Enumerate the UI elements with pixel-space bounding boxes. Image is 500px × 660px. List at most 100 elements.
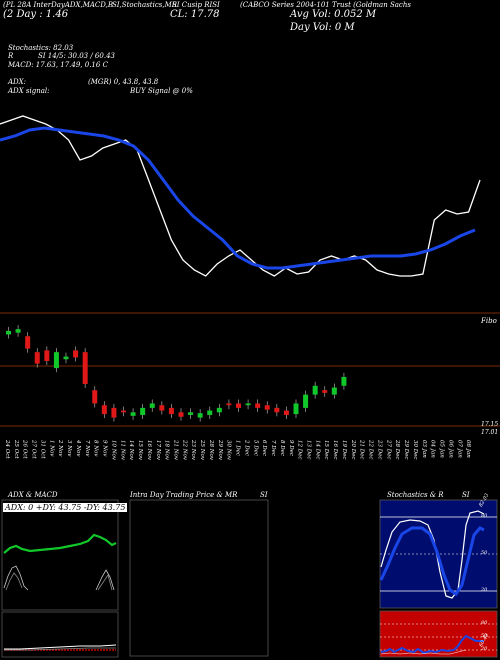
date-label: 22 Nov	[181, 439, 187, 461]
day-vol: Day Vol: 0 M	[290, 22, 355, 33]
candle	[312, 385, 318, 395]
candle	[293, 403, 299, 415]
date-label: 1 Nov	[48, 440, 54, 457]
si-level-50: 50	[481, 633, 488, 639]
adx-green-line	[3, 533, 117, 554]
candle	[245, 403, 251, 406]
date-label: 26 Oct	[22, 439, 28, 459]
date-label: 24 Oct	[4, 439, 10, 459]
candle	[197, 413, 203, 418]
date-label: 23 Dec	[376, 439, 382, 460]
mgr-readout: (MGR) 0, 43.8, 43.8	[88, 78, 159, 86]
date-label: 22 Dec	[368, 439, 374, 460]
date-label: 21 Dec	[359, 439, 365, 460]
date-label: 28 Dec	[394, 439, 400, 460]
candle	[303, 394, 309, 408]
candle	[255, 403, 261, 408]
candle	[331, 387, 337, 395]
candle	[34, 352, 40, 364]
candle	[274, 407, 280, 413]
date-label: 2 Dec	[243, 439, 249, 456]
adx-signal-label: ADX signal:	[8, 87, 50, 95]
date-label: 1 Dec	[235, 440, 241, 456]
candle	[101, 405, 107, 415]
buy-signal: BUY Signal @ 0%	[130, 87, 193, 95]
candle	[15, 329, 21, 333]
intra-day-panel	[129, 499, 269, 657]
date-label: 9 Nov	[102, 440, 108, 457]
si-white-line	[380, 649, 467, 655]
adx-panel	[1, 499, 119, 611]
date-label: 4 Nov	[75, 439, 81, 457]
date-label: 12 Dec	[297, 440, 303, 460]
date-label: 19 Dec	[341, 440, 347, 460]
candle	[63, 356, 69, 360]
macd-line	[4, 644, 117, 650]
candle	[92, 390, 98, 404]
candle	[130, 412, 136, 416]
adx-panel-title: ADX & MACD	[8, 491, 58, 499]
adx-white-line-2	[5, 572, 113, 591]
date-label: 13 Dec	[306, 440, 312, 460]
date-label: 8 Nov	[93, 440, 99, 457]
candle	[188, 412, 194, 415]
adx-readout: ADX: 0 +DY: 43.75 -DY: 43.75	[3, 503, 128, 512]
stochastics-readout: Stochastics: 82.03	[8, 44, 74, 52]
price-label-2: 17.01	[481, 429, 499, 436]
candle	[264, 405, 270, 410]
date-label: 3 Nov	[66, 440, 72, 457]
candle	[322, 390, 328, 393]
date-label: 5 Dec	[252, 440, 258, 456]
date-label: 8 Dec	[279, 440, 285, 456]
date-label: 27 Dec	[385, 439, 391, 460]
candle	[44, 350, 50, 361]
close-value: CL: 17.78	[170, 9, 220, 20]
date-label: 14 Nov	[128, 440, 134, 461]
price-label-1: 17.15	[481, 421, 499, 428]
stoch-level-80: 80	[481, 513, 488, 519]
date-label: 15 Dec	[323, 440, 329, 460]
date-label: 7 Dec	[270, 440, 276, 456]
macd-signal-line	[4, 647, 116, 651]
date-label: 06 Jan	[447, 440, 453, 458]
candle	[178, 412, 184, 417]
stoch-line: SI,Stochastics,MR	[112, 1, 178, 9]
date-label: 29 Nov	[217, 439, 223, 461]
ticker-sym: SI Cusip RISI	[172, 1, 220, 9]
avg-vol: Avg Vol: 0.052 M	[290, 9, 377, 20]
candle	[82, 352, 88, 384]
intra-panel-title: Intra Day Trading Price & MR	[130, 491, 238, 499]
candle	[25, 336, 31, 349]
date-label: 20 Dec	[350, 439, 356, 460]
date-label: 05 Jan	[439, 440, 445, 458]
candle	[168, 407, 174, 415]
date-label: 07 Jan	[456, 440, 462, 458]
date-label: 16 Dec	[332, 440, 338, 460]
si-level-20: 20	[481, 646, 488, 652]
candle	[207, 410, 213, 415]
date-label: 18 Nov	[164, 440, 170, 461]
date-label: 21 Nov	[172, 439, 178, 461]
date-label: 11 Nov	[119, 440, 125, 461]
date-label: 15 Nov	[137, 440, 143, 461]
r-label: R	[8, 52, 14, 60]
candle	[121, 410, 126, 413]
date-label: 04 Jan	[430, 440, 436, 458]
date-label: 28 Nov	[208, 439, 214, 461]
date-label: 10 Nov	[110, 440, 116, 461]
date-label: 03 Jan	[421, 440, 427, 458]
si-blue-line	[380, 634, 484, 655]
candle	[6, 330, 11, 335]
date-label: 14 Dec	[314, 440, 320, 460]
date-label: 17 Nov	[155, 440, 161, 461]
si-level-80: 80	[481, 620, 488, 626]
company-line: (CABCO Series 2004-101 Trust (Goldman Sa…	[240, 1, 411, 9]
candle	[236, 403, 241, 408]
date-label: 08 Jan	[465, 440, 471, 458]
ticker-line: (PL 28A InterDayADX,MACD,B	[3, 1, 114, 9]
date-label: 2 Nov	[57, 439, 63, 457]
candle	[149, 403, 155, 408]
candle	[159, 405, 165, 411]
candle	[53, 352, 59, 369]
candle	[140, 407, 146, 415]
